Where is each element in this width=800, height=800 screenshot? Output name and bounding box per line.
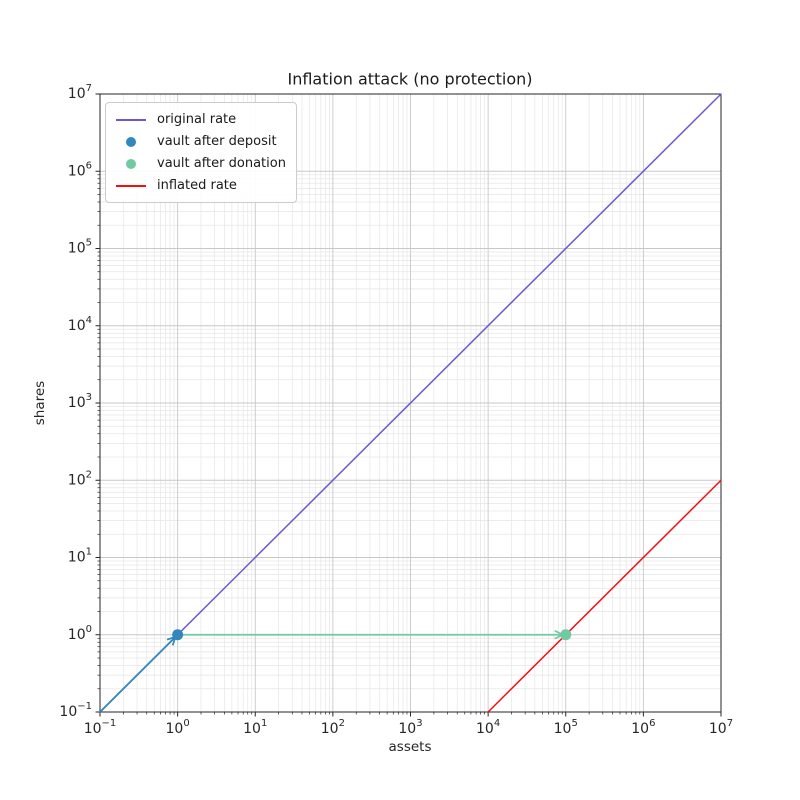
x-tick-label: 107: [709, 718, 733, 737]
legend-item-label: original rate: [157, 112, 237, 127]
x-axis-label: assets: [388, 739, 432, 755]
legend-dot-swatch: [115, 158, 147, 169]
legend-dot-swatch: [115, 136, 147, 147]
legend-item-label: vault after deposit: [157, 134, 277, 149]
chart-title: Inflation attack (no protection): [287, 69, 533, 89]
y-tick-label: 105: [68, 238, 92, 257]
legend-item-inflated-rate: inflated rate: [115, 176, 286, 195]
series-line-inflated-rate: [487, 479, 722, 713]
y-tick-label: 103: [68, 392, 92, 411]
y-tick-label: 100: [68, 624, 92, 643]
point-vault-after-deposit: [172, 629, 184, 641]
x-tick-label: 105: [554, 718, 578, 737]
legend-item-label: inflated rate: [157, 178, 237, 193]
annotation-arrow-0: [99, 635, 177, 713]
legend-item-vault-after-donation: vault after donation: [115, 154, 286, 173]
legend-line-swatch: [115, 184, 147, 187]
x-tick-label: 10−1: [84, 718, 117, 737]
legend-item-label: vault after donation: [157, 156, 286, 171]
point-vault-after-donation: [560, 629, 572, 641]
y-tick-label: 102: [68, 469, 92, 488]
legend-item-original-rate: original rate: [115, 110, 286, 129]
y-tick-label: 10−1: [59, 701, 92, 720]
y-tick-label: 104: [68, 315, 92, 334]
y-tick-label: 106: [68, 160, 92, 179]
y-tick-label: 107: [68, 83, 92, 102]
x-tick-label: 106: [631, 718, 655, 737]
legend: original rate vault after deposit vault …: [105, 102, 297, 203]
x-tick-label: 100: [166, 718, 190, 737]
x-tick-label: 104: [476, 718, 500, 737]
legend-item-vault-after-deposit: vault after deposit: [115, 132, 286, 151]
y-axis-label: shares: [32, 380, 48, 426]
series-line-original-rate: [99, 93, 722, 713]
legend-line-swatch: [115, 118, 147, 121]
x-tick-label: 102: [321, 718, 345, 737]
y-tick-label: 101: [68, 547, 92, 566]
x-tick-label: 101: [243, 718, 267, 737]
x-tick-label: 103: [398, 718, 422, 737]
